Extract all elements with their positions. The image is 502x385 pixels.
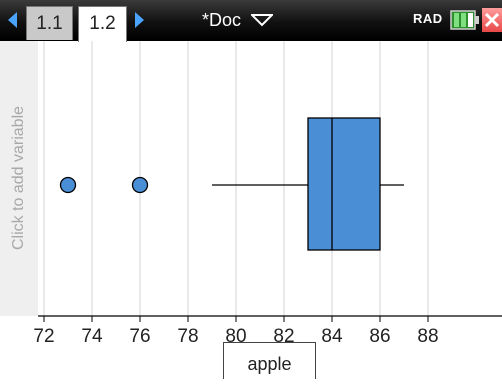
outlier-point-0 — [59, 176, 77, 194]
x-tick-label: 82 — [273, 326, 294, 347]
outlier-point-1 — [131, 176, 149, 194]
close-document-button[interactable] — [482, 8, 502, 32]
tab-1-1[interactable]: 1.1 — [26, 6, 73, 40]
x-tick-label: 86 — [369, 326, 390, 347]
interquartile-box — [307, 117, 381, 251]
x-tick-label: 84 — [321, 326, 343, 347]
x-tick-label: 80 — [225, 326, 246, 347]
document-toolbar: 1.1 1.2 *Doc RAD — [0, 0, 502, 42]
angle-mode-indicator: RAD — [413, 11, 443, 26]
x-tick-label: 76 — [129, 326, 150, 347]
x-tick-label: 88 — [417, 326, 438, 347]
next-page-arrow-icon[interactable] — [135, 12, 144, 28]
battery-icon — [450, 10, 479, 30]
previous-page-arrow-icon[interactable] — [8, 12, 17, 28]
y-variable-panel[interactable] — [0, 41, 38, 316]
tab-1-2[interactable]: 1.2 — [78, 6, 127, 42]
x-tick-label: 72 — [33, 326, 54, 347]
chevron-down-icon[interactable] — [251, 13, 273, 27]
x-tick-label: 78 — [177, 326, 198, 347]
x-variable-button[interactable]: apple — [223, 342, 316, 379]
close-icon — [484, 12, 500, 28]
x-tick-label: 74 — [81, 326, 103, 347]
document-title[interactable]: *Doc — [202, 10, 242, 30]
